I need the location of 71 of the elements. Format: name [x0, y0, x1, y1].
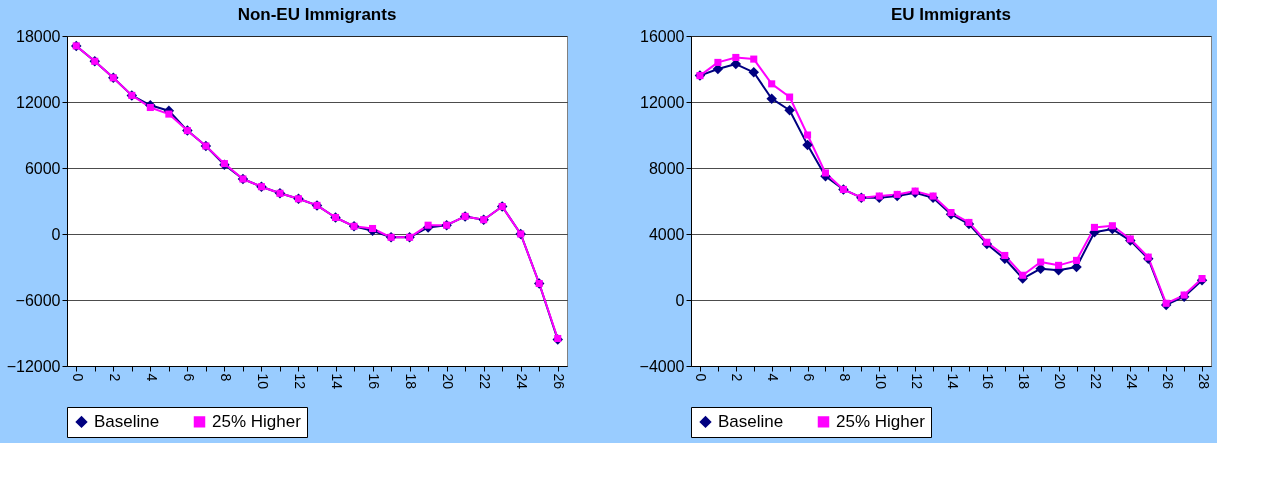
- y-tick-label: 12000: [16, 93, 61, 111]
- point: [165, 110, 173, 118]
- x-tick-label: 18: [1016, 373, 1033, 390]
- y-tick-label: 4000: [648, 225, 685, 243]
- x-tick-label: 2: [106, 373, 123, 382]
- x-tick-label: 18: [403, 373, 420, 390]
- point: [802, 139, 813, 151]
- point: [804, 131, 812, 139]
- legend-label: 25% Higher: [212, 411, 302, 431]
- x-tick-label: 8: [217, 373, 234, 382]
- x-tick-label: 10: [872, 373, 889, 390]
- point: [821, 169, 830, 177]
- y-tick-label: −12000: [6, 357, 61, 375]
- point: [732, 53, 740, 61]
- point: [1037, 258, 1045, 266]
- x-tick-label: 4: [143, 373, 160, 382]
- point: [965, 218, 973, 226]
- point: [1108, 222, 1116, 230]
- x-tick-label: 0: [693, 373, 710, 382]
- chart-title: EU Immigrants: [891, 5, 1011, 24]
- x-tick-label: 24: [1123, 373, 1140, 390]
- point: [784, 105, 795, 116]
- x-tick-label: 22: [1087, 373, 1104, 390]
- x-tick-label: 2: [729, 373, 746, 382]
- y-tick-label: 8000: [648, 159, 685, 177]
- x-tick-label: 8: [836, 373, 853, 382]
- x-tick-label: 26: [551, 373, 568, 390]
- y-tick-label: 0: [51, 225, 61, 243]
- point: [750, 55, 758, 63]
- legend-label: Baseline: [94, 411, 160, 431]
- chart-title: Non-EU Immigrants: [237, 5, 397, 24]
- point: [1001, 251, 1009, 259]
- point: [424, 221, 432, 229]
- x-tick-label: 24: [514, 373, 531, 390]
- point: [786, 93, 794, 101]
- x-tick-label: 14: [944, 373, 961, 390]
- point: [1019, 271, 1027, 279]
- y-tick-label: 12000: [640, 93, 685, 111]
- x-tick-label: 10: [254, 373, 271, 390]
- y-tick-label: 0: [675, 291, 685, 309]
- y-tick-label: 18000: [16, 27, 61, 45]
- point: [1055, 261, 1063, 269]
- point: [1090, 223, 1098, 231]
- x-tick-label: 16: [980, 373, 997, 390]
- y-tick-label: 6000: [24, 159, 61, 177]
- x-tick-label: 16: [366, 373, 383, 390]
- x-tick-label: 12: [908, 373, 925, 390]
- x-tick-label: 0: [69, 373, 86, 382]
- x-tick-label: 26: [1159, 373, 1176, 390]
- point: [893, 190, 901, 198]
- y-tick-label: 16000: [640, 27, 685, 45]
- x-tick-label: 12: [291, 373, 308, 390]
- point: [1072, 256, 1081, 264]
- point: [768, 80, 776, 88]
- x-tick-label: 4: [765, 373, 782, 382]
- point: [1162, 299, 1170, 307]
- x-tick-label: 6: [180, 373, 197, 382]
- legend-label: 25% Higher: [836, 411, 926, 431]
- x-tick-label: 22: [477, 373, 494, 390]
- point: [748, 67, 759, 78]
- y-tick-label: −6000: [15, 291, 61, 309]
- y-tick-label: −4000: [639, 357, 685, 375]
- point: [766, 93, 777, 104]
- x-tick-label: 20: [440, 373, 457, 390]
- x-tick-label: 6: [801, 373, 818, 382]
- point: [714, 58, 722, 66]
- point: [983, 238, 991, 246]
- x-tick-label: 14: [329, 373, 346, 390]
- x-tick-label: 20: [1052, 373, 1069, 390]
- legend-label: Baseline: [718, 411, 784, 431]
- x-tick-label: 28: [1195, 373, 1212, 390]
